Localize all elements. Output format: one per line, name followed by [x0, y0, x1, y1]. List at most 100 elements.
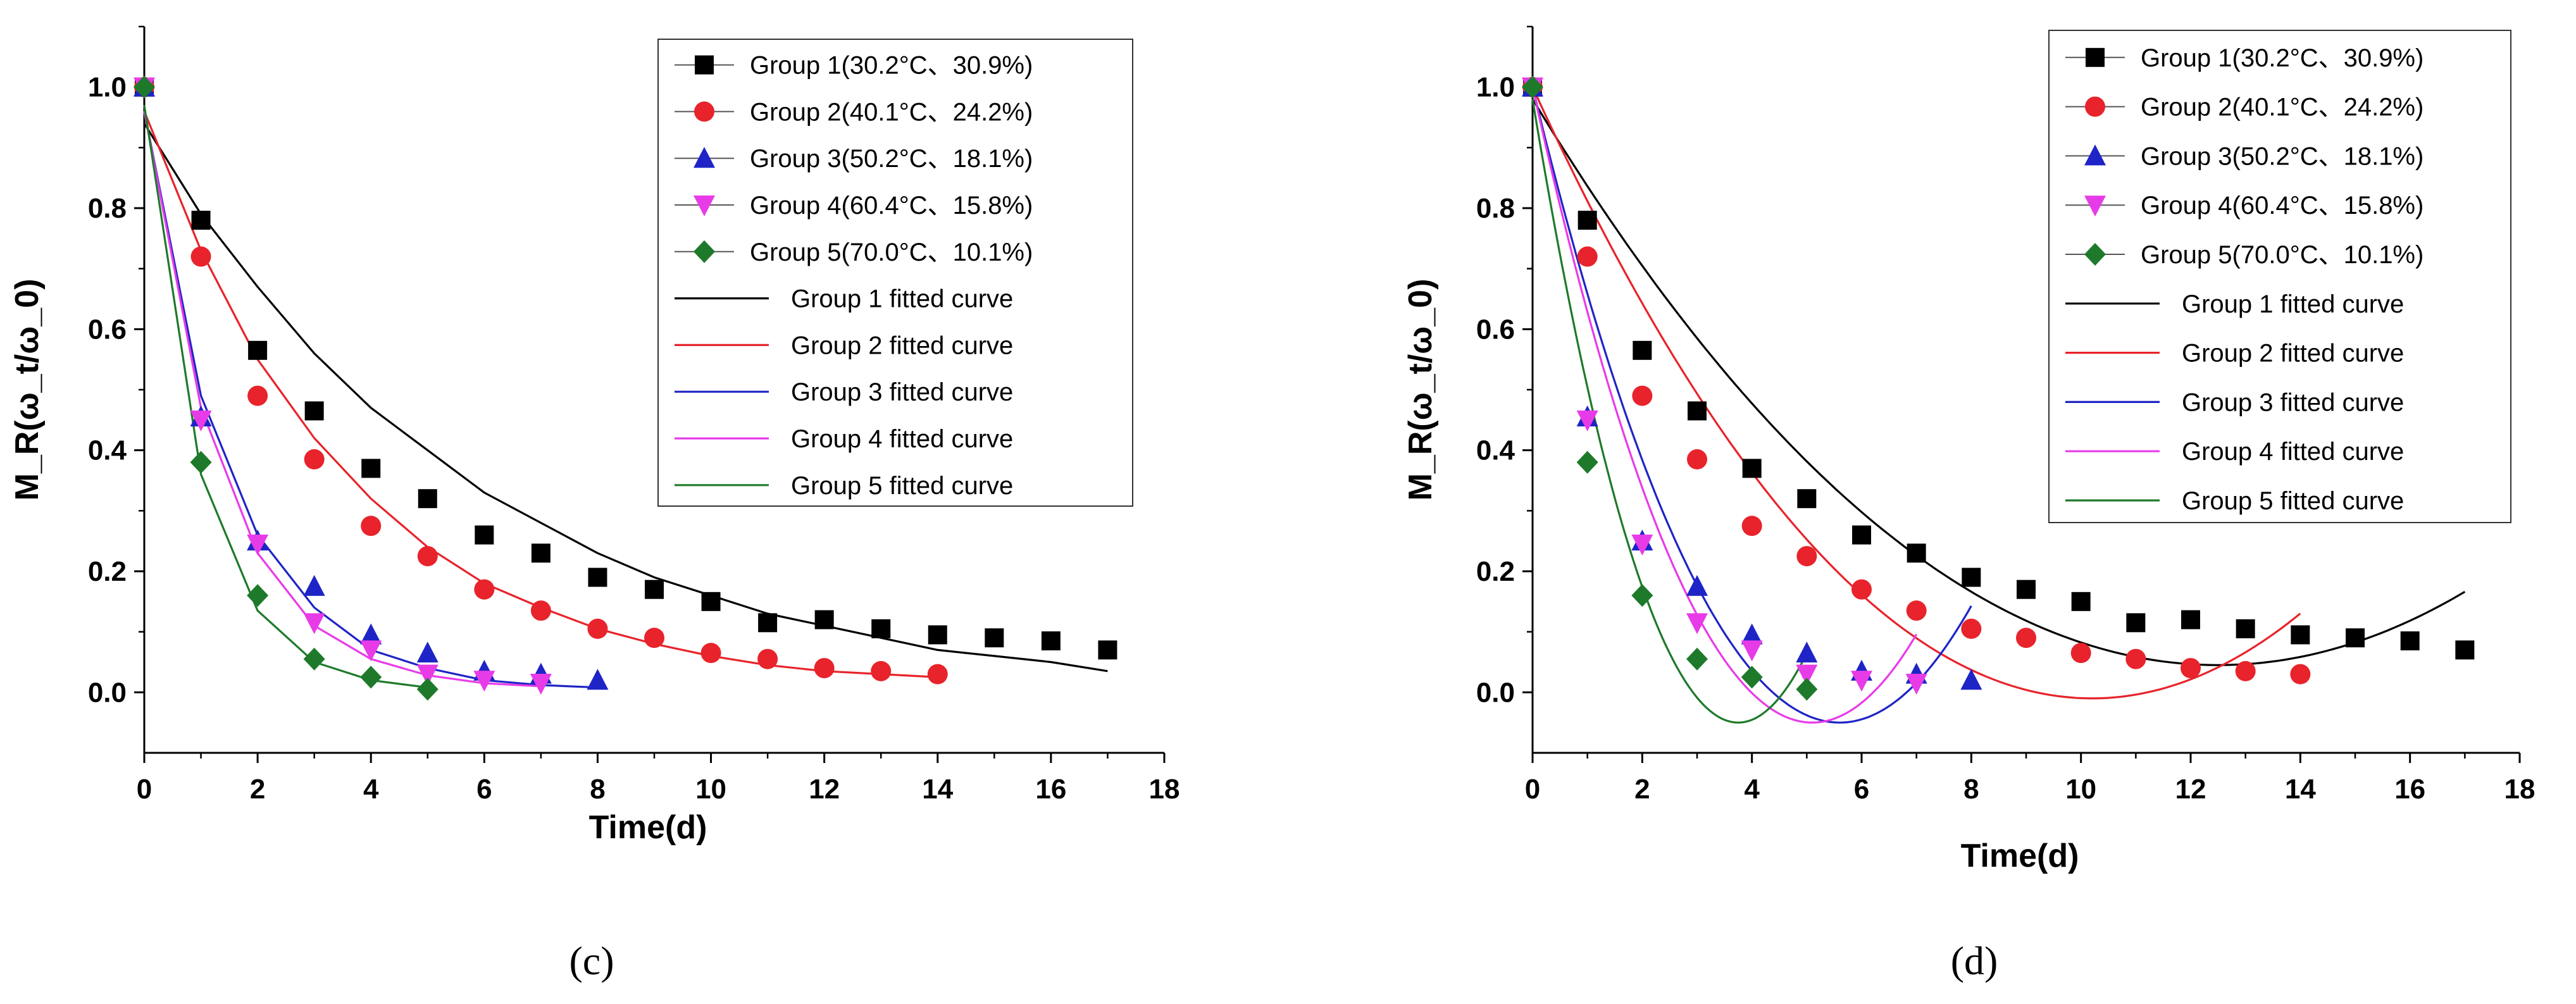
x-tick-label: 12	[2175, 774, 2206, 805]
data-point-group-4	[247, 534, 269, 555]
legend-marker-group-4	[2084, 195, 2106, 217]
data-point-group-1	[1098, 640, 1117, 660]
data-point-group-2	[530, 600, 551, 621]
x-tick-label: 4	[363, 774, 379, 805]
data-point-group-2	[757, 648, 778, 669]
y-tick-label: 0.8	[88, 193, 127, 224]
y-tick-label: 0.6	[88, 314, 127, 345]
data-point-group-2	[1632, 385, 1653, 406]
x-tick-label: 18	[2504, 774, 2536, 805]
panel-caption-c: (c)	[569, 938, 614, 983]
data-point-group-4	[1686, 613, 1708, 635]
data-point-group-3	[1741, 623, 1763, 645]
x-axis-label: Time(d)	[589, 809, 707, 846]
panel-caption-d: (d)	[1951, 938, 1998, 983]
data-point-group-5	[247, 584, 269, 607]
data-point-group-5	[190, 450, 212, 474]
y-tick-label: 0.8	[1476, 193, 1515, 224]
x-tick-label: 2	[250, 774, 265, 805]
chart-panel-d: 0 2 4 6 8 10 12 14 16 18 0.0 0.2 0.4 0.6 0.8 1.0 Time(d)…	[1402, 25, 2536, 874]
data-point-group-5	[1686, 647, 1708, 671]
data-point-group-4	[303, 613, 325, 635]
y-tick-label: 1.0	[88, 72, 127, 103]
y-tick-label: 0.4	[88, 435, 127, 466]
legend-entry: Group 2 fitted curve	[791, 332, 1013, 359]
data-point-group-1	[1633, 340, 1652, 360]
y-tick-label: 0.2	[88, 556, 127, 587]
data-point-group-2	[814, 658, 835, 679]
data-point-group-5	[1631, 584, 1653, 607]
data-point-group-2	[361, 516, 382, 536]
data-point-group-2	[417, 546, 438, 567]
data-point-group-1	[2017, 579, 2036, 599]
legend-entry: Group 1(30.2°C、30.9%)	[2141, 44, 2424, 72]
fitted-curve-group-5	[1531, 99, 1808, 724]
legend-entry: Group 3 fitted curve	[791, 378, 1013, 406]
x-tick-label: 10	[2065, 774, 2096, 805]
x-tick-label: 8	[590, 774, 605, 805]
data-point-group-1	[2346, 628, 2365, 648]
data-point-group-4	[473, 671, 495, 692]
legend-marker-group-2	[2085, 96, 2105, 117]
legend-entry: Group 4(60.4°C、15.8%)	[2141, 192, 2424, 220]
data-point-group-2	[2181, 658, 2201, 679]
legend-entry: Group 5 fitted curve	[2182, 487, 2404, 515]
legend-entry: Group 5(70.0°C、10.1%)	[750, 239, 1033, 266]
data-point-group-1	[531, 543, 551, 563]
y-tick-label: 0.6	[1476, 314, 1515, 345]
data-point-group-5	[1741, 666, 1763, 689]
data-point-group-1	[588, 567, 607, 587]
x-tick-label: 6	[476, 774, 492, 805]
y-tick-label: 0.4	[1476, 435, 1515, 466]
data-point-group-4	[1576, 410, 1598, 431]
data-point-group-1	[985, 628, 1004, 648]
data-point-group-3	[1686, 574, 1708, 596]
x-tick-label: 16	[1035, 774, 1066, 805]
x-tick-label: 8	[1963, 774, 1979, 805]
data-point-group-5	[1522, 75, 1543, 99]
data-point-group-5	[360, 666, 382, 689]
data-point-group-1	[1907, 543, 1926, 563]
legend-entry: Group 1(30.2°C、30.9%)	[750, 52, 1033, 80]
data-point-group-5	[416, 678, 439, 701]
data-point-group-2	[2070, 643, 2091, 664]
data-point-group-1	[304, 401, 324, 421]
data-point-group-4	[1851, 671, 1872, 692]
data-point-group-1	[2126, 613, 2146, 633]
x-tick-label: 6	[1854, 774, 1869, 805]
data-point-group-2	[1961, 618, 1982, 639]
data-point-group-1	[1577, 211, 1597, 230]
x-tick-label: 14	[2285, 774, 2316, 805]
data-point-group-5	[1796, 678, 1818, 701]
data-point-group-2	[2125, 648, 2146, 669]
data-point-group-2	[304, 449, 325, 470]
data-point-group-1	[2181, 610, 2200, 629]
data-point-group-4	[1905, 673, 1927, 695]
data-point-group-5	[134, 75, 155, 99]
legend-box	[657, 39, 1133, 507]
chart-panel-c: 0 2 4 6 8 10 12 14 16 18 0.0 0.2 0.4 0.6 0.8 1.0 Time(d)…	[9, 25, 1179, 846]
fitted-curve-group-3	[143, 111, 598, 689]
x-tick-label: 16	[2394, 774, 2425, 805]
data-point-group-2	[1687, 449, 1707, 470]
legend-entry: Group 5 fitted curve	[791, 472, 1013, 500]
legend-box	[2048, 30, 2511, 523]
data-point-group-1	[2071, 592, 2091, 611]
data-point-group-1	[645, 579, 664, 599]
data-point-group-1	[2291, 625, 2310, 645]
fitted-curve-group-1	[1531, 98, 2466, 666]
fitted-curve-group-4	[1531, 87, 1918, 724]
fitted-curve-group-4	[143, 111, 541, 688]
legend-marker-group-1	[695, 55, 714, 75]
x-axis-label: Time(d)	[1961, 838, 2079, 874]
data-point-group-2	[1741, 516, 1762, 536]
data-point-group-2	[644, 628, 664, 648]
data-point-group-5	[303, 647, 325, 671]
data-point-group-1	[418, 489, 437, 509]
data-point-group-2	[247, 385, 268, 406]
x-tick-label: 0	[137, 774, 152, 805]
fitted-curve-group-1	[143, 123, 1108, 672]
data-point-group-1	[814, 610, 834, 629]
data-point-group-4	[1631, 534, 1653, 555]
legend-marker-group-4	[694, 195, 715, 216]
